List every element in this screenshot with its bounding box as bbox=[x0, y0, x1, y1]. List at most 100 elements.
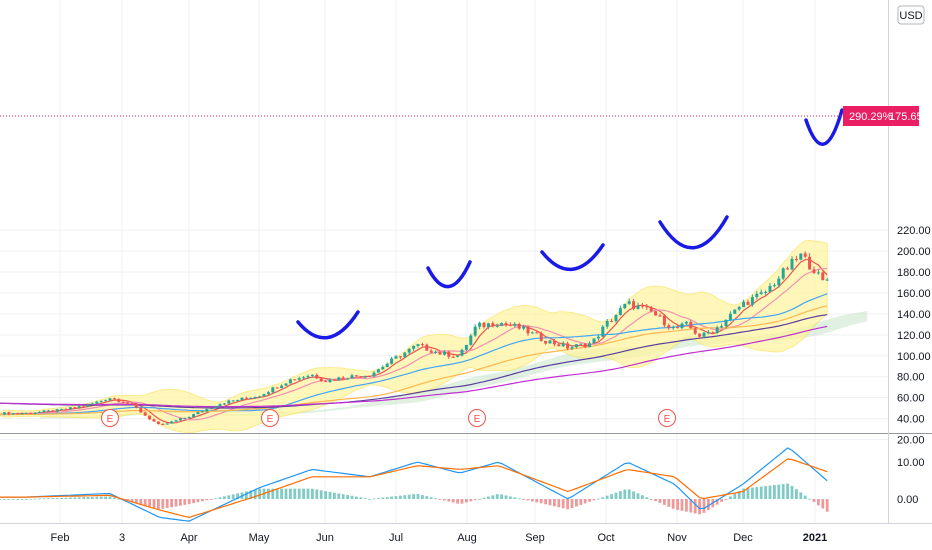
histogram-bar bbox=[715, 499, 719, 505]
histogram-bar bbox=[658, 499, 662, 503]
histogram-bar bbox=[3, 499, 6, 500]
candle bbox=[544, 340, 548, 345]
candle bbox=[786, 266, 790, 271]
currency-button[interactable]: USD bbox=[897, 5, 925, 25]
candle bbox=[350, 373, 354, 379]
histogram-bar bbox=[583, 499, 587, 504]
histogram-bar bbox=[148, 499, 151, 507]
price-tick-label: 80.00 bbox=[897, 372, 925, 384]
candle bbox=[253, 396, 257, 399]
histogram-bar bbox=[575, 499, 578, 507]
histogram-bar bbox=[632, 491, 635, 499]
histogram-bar bbox=[544, 499, 547, 505]
histogram-bar bbox=[135, 499, 138, 504]
cup-arc bbox=[540, 243, 605, 271]
candle bbox=[451, 355, 455, 358]
histogram-bar bbox=[623, 489, 627, 499]
histogram-bar bbox=[47, 498, 50, 500]
candle bbox=[354, 375, 358, 377]
candle bbox=[535, 331, 539, 334]
histogram-bar bbox=[218, 497, 222, 499]
earnings-marker[interactable]: E bbox=[261, 409, 279, 427]
candle bbox=[77, 405, 81, 409]
histogram-bar bbox=[157, 499, 160, 509]
histogram-bar bbox=[825, 499, 829, 512]
candle bbox=[403, 352, 407, 359]
candle bbox=[601, 324, 605, 337]
candle bbox=[82, 405, 86, 408]
histogram-bar bbox=[306, 488, 310, 499]
cup-arc bbox=[426, 260, 472, 289]
histogram-bar bbox=[737, 490, 741, 499]
histogram-bar bbox=[597, 498, 600, 500]
histogram-bar bbox=[812, 499, 816, 503]
histogram-bar bbox=[729, 496, 732, 499]
histogram-bar bbox=[377, 498, 380, 499]
histogram-bar bbox=[355, 496, 358, 499]
candle bbox=[790, 256, 794, 271]
histogram-bar bbox=[707, 499, 710, 511]
histogram-bar bbox=[385, 497, 389, 499]
histogram-bar bbox=[588, 499, 591, 502]
candle bbox=[126, 401, 130, 404]
candle bbox=[654, 311, 658, 316]
candlesticks bbox=[2, 251, 829, 425]
histogram-bar bbox=[434, 498, 437, 500]
candle bbox=[750, 294, 754, 307]
histogram-bar bbox=[605, 495, 609, 499]
candle bbox=[724, 319, 728, 329]
candle bbox=[236, 399, 240, 402]
oscillator-tick-label: 0.00 bbox=[897, 494, 918, 506]
candle bbox=[500, 322, 504, 327]
candle bbox=[130, 402, 134, 405]
candle bbox=[574, 344, 578, 349]
histogram-bar bbox=[346, 495, 349, 499]
histogram-bar bbox=[64, 497, 68, 499]
time-tick-label: Oct bbox=[597, 532, 614, 544]
candle bbox=[561, 341, 565, 348]
earnings-marker[interactable]: E bbox=[101, 409, 119, 427]
candle bbox=[794, 255, 798, 262]
histogram-bar bbox=[676, 499, 679, 510]
histogram-bar bbox=[689, 499, 693, 513]
time-tick-label: Jul bbox=[389, 532, 403, 544]
price-tick-label: 40.00 bbox=[897, 414, 925, 426]
histogram-bar bbox=[284, 488, 288, 499]
histogram-bar bbox=[403, 495, 407, 499]
candle bbox=[777, 276, 781, 288]
candle bbox=[108, 397, 112, 401]
histogram-bar bbox=[214, 498, 217, 500]
histogram-bar bbox=[201, 499, 204, 502]
histogram-bar bbox=[799, 492, 803, 499]
candle bbox=[442, 350, 446, 356]
candle bbox=[596, 335, 600, 341]
earnings-marker[interactable]: E bbox=[658, 409, 676, 427]
candle bbox=[187, 416, 191, 419]
candle bbox=[385, 362, 389, 368]
histogram-bar bbox=[231, 494, 235, 499]
histogram-bar bbox=[535, 499, 539, 503]
candle bbox=[280, 384, 284, 389]
histogram-bar bbox=[165, 499, 169, 509]
histogram-bar bbox=[425, 496, 429, 499]
earnings-marker[interactable]: E bbox=[468, 409, 486, 427]
candle bbox=[372, 371, 376, 378]
histogram-bar bbox=[289, 488, 292, 499]
histogram-bar bbox=[249, 490, 253, 499]
candle bbox=[222, 402, 226, 406]
candle bbox=[240, 397, 244, 401]
candle bbox=[398, 355, 402, 360]
histogram-bar bbox=[764, 486, 767, 499]
candle bbox=[218, 403, 222, 407]
histogram-bar bbox=[531, 499, 534, 502]
histogram-bar bbox=[183, 499, 187, 505]
candle bbox=[816, 269, 820, 275]
candle bbox=[539, 331, 543, 342]
candle bbox=[16, 412, 20, 415]
candle bbox=[781, 267, 785, 281]
histogram-bar bbox=[724, 499, 728, 500]
histogram-bar bbox=[443, 499, 446, 501]
candle bbox=[209, 407, 213, 410]
price-tick-label: 20.00 bbox=[897, 435, 925, 447]
